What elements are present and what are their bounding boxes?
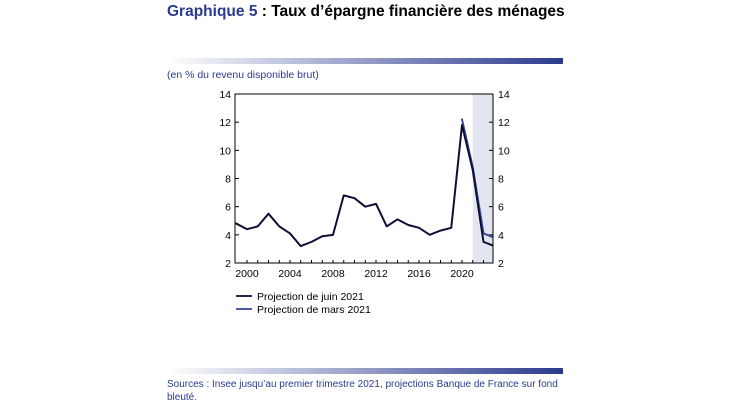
y-tick-label-left: 10 (219, 145, 231, 157)
y-tick-label-left: 4 (225, 230, 231, 242)
chart-title-text: : Taux d’épargne financière des ménages (257, 3, 565, 20)
y-tick-label-right: 4 (498, 230, 504, 242)
chart-title: Graphique 5 : Taux d’épargne financière … (167, 2, 567, 21)
series-lines (235, 118, 493, 248)
y-tick-label-right: 8 (498, 174, 504, 186)
x-tick-label: 2000 (235, 268, 259, 280)
x-tick-label: 2012 (364, 268, 388, 280)
x-tick-label: 2008 (321, 268, 345, 280)
tick-labels: 2 2 4 4 6 6 8 8 10 10 12 12 14 14 2000 2004 2008 2012 2016… (219, 89, 510, 280)
y-tick-label-right: 2 (498, 258, 504, 270)
source-note: Sources : Insee jusqu’au premier trimest… (167, 379, 558, 403)
footer-rule (167, 368, 563, 374)
y-tick-label-left: 2 (225, 258, 231, 270)
x-tick-label: 2004 (278, 268, 302, 280)
x-tick-label: 2016 (407, 268, 431, 280)
y-tick-label-left: 8 (225, 174, 231, 186)
tick-marks (235, 93, 493, 264)
y-tick-label-right: 6 (498, 202, 504, 214)
y-tick-label-left: 14 (219, 89, 231, 101)
legend-label-juin: Projection de juin 2021 (257, 291, 364, 303)
series-line-juin-2021 (235, 123, 493, 248)
y-tick-label-left: 12 (219, 117, 231, 129)
y-tick-label-right: 14 (498, 89, 510, 101)
y-tick-label-right: 10 (498, 145, 510, 157)
legend: Projection de juin 2021 Projection de ma… (236, 291, 371, 316)
title-rule (167, 58, 563, 64)
projection-band (472, 94, 493, 263)
chart-title-number: Graphique 5 (167, 3, 258, 20)
y-tick-label-left: 6 (225, 202, 231, 214)
unit-note: (en % du revenu disponible brut) (167, 69, 319, 81)
legend-label-mars: Projection de mars 2021 (257, 304, 371, 316)
x-tick-label: 2020 (450, 268, 474, 280)
y-tick-label-right: 12 (498, 117, 510, 129)
plot-frame (234, 93, 494, 264)
